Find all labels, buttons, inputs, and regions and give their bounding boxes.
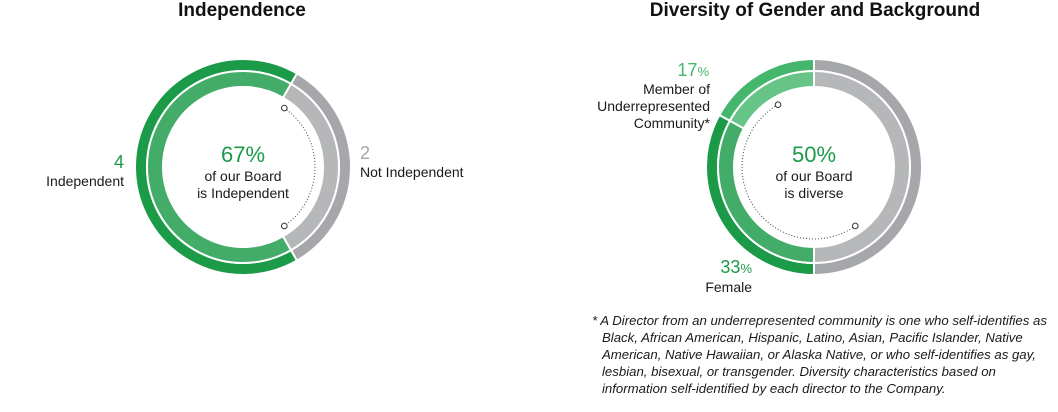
diversity-bracket-end-1 bbox=[774, 101, 782, 108]
female-percent-sign: % bbox=[740, 261, 752, 276]
community-label-line2: Underrepresented bbox=[597, 98, 710, 114]
diversity-center-line1: of our Board bbox=[775, 168, 853, 184]
female-percent-value: 33 bbox=[720, 257, 741, 277]
independent-label: Independent bbox=[46, 173, 124, 189]
diversity-title: Diversity of Gender and Background bbox=[649, 0, 981, 21]
footnote: * A Director from an underrepresented co… bbox=[592, 313, 1047, 396]
independence-title: Independence bbox=[178, 0, 306, 21]
diversity-bracket bbox=[741, 104, 856, 240]
community-percent-sign: % bbox=[697, 64, 709, 79]
independence-slice-inner-0 bbox=[146, 70, 293, 264]
diversity-bracket-end-0 bbox=[851, 222, 859, 230]
community-percent: 17% bbox=[677, 60, 709, 81]
independence-bracket-end-0 bbox=[280, 104, 288, 112]
independence-bracket bbox=[284, 107, 316, 227]
community-label-line1: Member of bbox=[643, 81, 710, 97]
female-label: Female bbox=[705, 279, 752, 295]
diversity-slice-inner-2 bbox=[728, 69, 815, 130]
diversity-center-line2: is diverse bbox=[784, 185, 844, 201]
diversity-center-value: 50% bbox=[791, 142, 837, 167]
female-percent: 33% bbox=[720, 257, 752, 278]
community-label-line3: Community* bbox=[633, 115, 710, 131]
independent-count: 4 bbox=[113, 152, 124, 172]
independence-bracket-end-1 bbox=[280, 222, 288, 230]
community-percent-value: 17 bbox=[677, 60, 698, 80]
independence-center-line2: is Independent bbox=[197, 185, 289, 201]
not-independent-label: Not Independent bbox=[360, 164, 464, 180]
independence-center-value: 67% bbox=[220, 142, 266, 167]
independence-slice-inner-1 bbox=[281, 82, 340, 252]
not-independent-count: 2 bbox=[360, 143, 371, 163]
independence-center-line1: of our Board bbox=[204, 168, 282, 184]
